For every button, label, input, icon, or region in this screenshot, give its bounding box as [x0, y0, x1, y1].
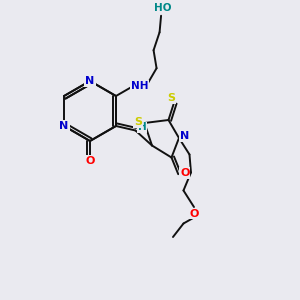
Text: O: O — [190, 208, 199, 219]
Text: HO: HO — [154, 3, 171, 13]
Text: O: O — [180, 168, 190, 178]
Text: S: S — [134, 117, 142, 128]
Text: NH: NH — [131, 81, 148, 91]
Text: N: N — [59, 121, 69, 131]
Text: N: N — [85, 76, 94, 86]
Text: H: H — [138, 122, 146, 133]
Text: S: S — [167, 93, 175, 103]
Text: O: O — [85, 156, 95, 166]
Text: N: N — [180, 131, 190, 142]
